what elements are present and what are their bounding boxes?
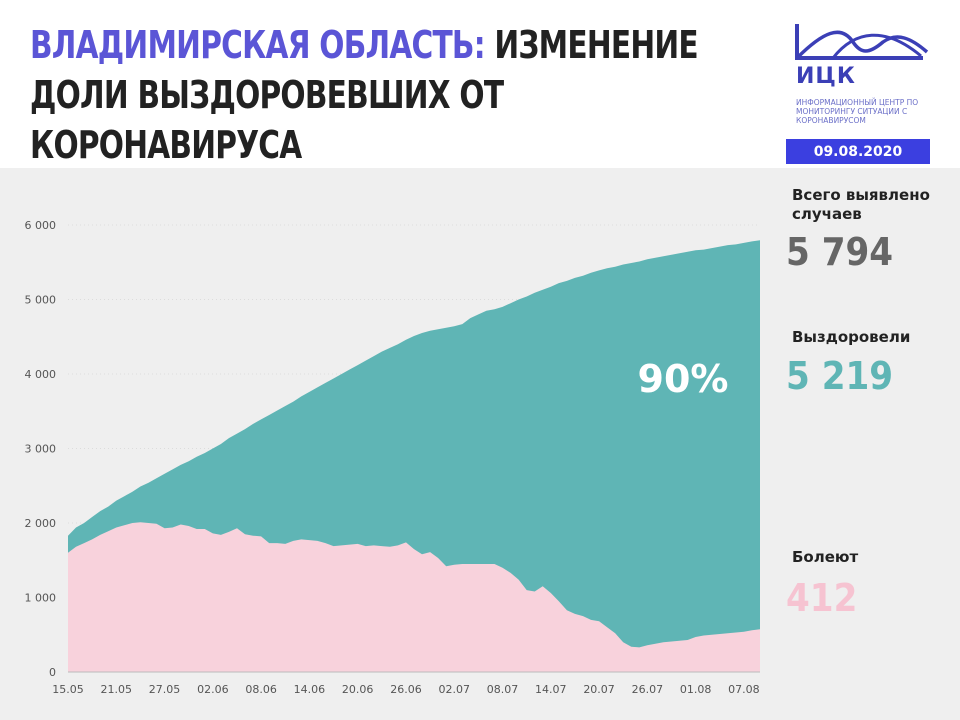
sick-label: Болеют [792,548,859,566]
logo-subtitle: Информационный центр по мониторингу ситу… [796,98,919,125]
x-tick-label: 01.08 [680,683,712,696]
x-tick-label: 26.07 [632,683,664,696]
x-tick-label: 08.07 [487,683,519,696]
y-tick-label: 1 000 [25,592,57,605]
title-region: Владимирская область: [30,23,486,67]
x-tick-label: 27.05 [149,683,181,696]
title-rest: изменение доли выздоровевших от коронави… [30,23,699,167]
x-tick-label: 14.06 [294,683,326,696]
x-tick-label: 20.07 [583,683,615,696]
date-badge: 09.08.2020 [786,139,930,164]
total-label: Всего выявлено случаев [792,186,930,223]
total-value: 5 794 [786,230,894,274]
x-tick-label: 14.07 [535,683,567,696]
recovered-value: 5 219 [786,354,894,398]
x-tick-label: 20.06 [342,683,374,696]
x-tick-label: 08.06 [245,683,277,696]
y-tick-label: 2 000 [25,517,57,530]
recovered-label: Выздоровели [792,328,911,346]
x-tick-label: 21.05 [101,683,133,696]
y-tick-label: 3 000 [25,443,57,456]
series-area-sick [68,522,760,672]
x-tick-label: 26.06 [390,683,422,696]
y-tick-label: 4 000 [25,368,57,381]
x-tick-label: 02.06 [197,683,229,696]
page-title: Владимирская область: изменение доли выз… [30,20,732,170]
x-tick-label: 07.08 [728,683,760,696]
header: Владимирская область: изменение доли выз… [0,0,960,168]
ick-logo-icon [795,24,929,60]
recovered-share-label: 90% [638,357,729,401]
y-tick-label: 6 000 [25,219,57,232]
y-tick-label: 5 000 [25,294,57,307]
y-tick-label: 0 [49,666,56,679]
logo-name: ИЦК [796,64,856,89]
x-tick-label: 02.07 [438,683,470,696]
sick-value: 412 [786,576,858,620]
chart-panel: 0 1 000 2 000 3 000 4 000 5 000 6 000 15.05 21.0… [0,168,960,720]
area-chart: 0 1 000 2 000 3 000 4 000 5 000 6 000 15.05 21.0… [25,219,760,696]
x-tick-label: 15.05 [52,683,84,696]
